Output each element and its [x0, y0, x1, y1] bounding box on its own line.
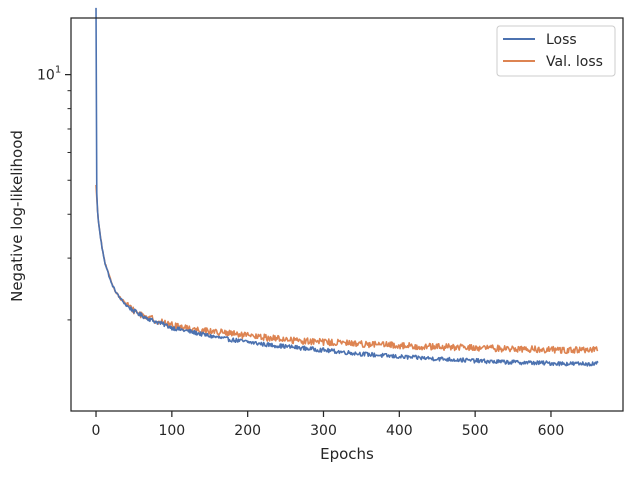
x-tick-label: 100 [158, 423, 185, 439]
legend: Loss Val. loss [496, 25, 616, 77]
series-line-loss [95, 7, 599, 367]
legend-label-loss: Loss [546, 32, 577, 48]
x-tick-label: 500 [462, 423, 489, 439]
legend-label-val-loss: Val. loss [546, 54, 603, 70]
x-tick-label: 200 [234, 423, 261, 439]
x-tick-label: 400 [386, 423, 413, 439]
x-tick-label: 300 [310, 423, 337, 439]
plot-frame [70, 17, 624, 412]
y-tick-label: 101 [37, 65, 61, 84]
y-axis-label: Negative log-likelihood [8, 130, 26, 302]
x-axis-label: Epochs [320, 445, 374, 463]
axis-ticks: 0 100 200 300 400 500 600 101 [37, 65, 564, 439]
x-tick-label: 600 [538, 423, 565, 439]
plot-lines [95, 7, 599, 367]
x-tick-label: 0 [92, 423, 101, 439]
